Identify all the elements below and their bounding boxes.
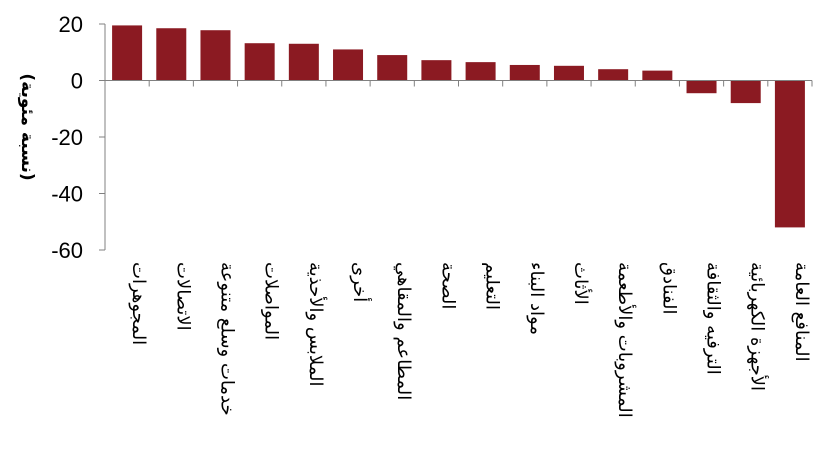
x-category-label: الأجهزة الكهربائية (747, 262, 769, 391)
y-tick-label: 0 (71, 69, 83, 94)
bar (377, 55, 408, 81)
x-category-label: المطاعم والمقاهي (393, 262, 414, 400)
category-labels-group: المجوهرات الاتصالات خدمات وسلع متنوعة الموا… (128, 262, 812, 418)
bar (112, 25, 143, 81)
bar (244, 43, 275, 81)
y-tick-label: -20 (51, 125, 83, 150)
bar (509, 64, 540, 81)
x-category-label: الأثاث (570, 262, 592, 305)
bar (686, 80, 717, 94)
bar (200, 30, 231, 81)
bar (642, 70, 673, 81)
y-axis-title: (نسبة مئوية) (17, 73, 37, 180)
x-category-label: الصحة (437, 262, 458, 309)
y-ticks-group: 20 0 -20 -40 -60 (51, 12, 105, 263)
y-tick-label: 20 (59, 12, 83, 37)
y-tick-label: -40 (51, 182, 83, 207)
x-category-label: الفنادق (658, 262, 679, 315)
bar (333, 49, 364, 81)
x-ticks-group (104, 80, 813, 87)
bars-group (112, 25, 805, 228)
y-tick-label: -60 (51, 238, 83, 263)
x-category-label: المجوهرات (128, 262, 149, 345)
bar (598, 69, 629, 81)
x-category-label: المشروبات والأطعمة (614, 262, 636, 418)
x-category-label: الاتصالات (172, 262, 193, 331)
bar (730, 80, 761, 104)
x-category-label: مواد البناء (526, 262, 547, 335)
x-category-label: أخرى (349, 262, 372, 302)
bar (553, 65, 584, 81)
bar (288, 43, 319, 81)
x-category-label: المواصلات (261, 262, 282, 340)
bar (421, 60, 452, 81)
bar (465, 62, 496, 81)
x-category-label: خدمات وسلع متنوعة (216, 262, 237, 416)
x-category-label: التعليم (482, 262, 503, 310)
x-category-label: المنافع العامة (791, 262, 812, 362)
bar (156, 28, 187, 81)
x-category-label: الملابس والأحذية (305, 262, 327, 387)
bar (774, 80, 805, 228)
x-category-label: الترفيه والثقافة (703, 262, 724, 375)
